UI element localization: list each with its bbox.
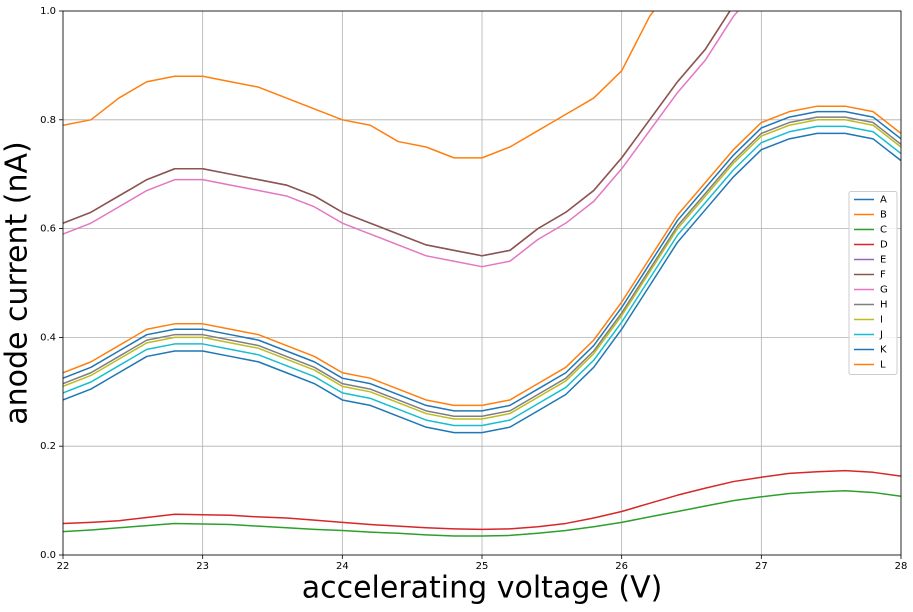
y-axis-label: anode current (nA)	[0, 141, 35, 425]
ticks: 22 23 24 25 26 27 28 0.0 0.2 0.4 0.6 0.8 1.0	[40, 6, 907, 572]
legend-label: F	[880, 270, 886, 281]
legend-box	[848, 191, 898, 375]
series-line	[63, 11, 731, 257]
x-tick-label: 24	[336, 561, 349, 572]
legend-label: D	[880, 240, 888, 251]
legend-label: H	[880, 300, 888, 311]
y-tick-label: 0.4	[40, 332, 56, 343]
series-line	[63, 110, 901, 412]
series-line	[63, 105, 901, 407]
series-line	[63, 469, 901, 531]
series-line	[63, 119, 901, 420]
y-tick-label: 0.0	[40, 550, 56, 561]
legend-label: K	[880, 345, 887, 356]
series-line	[63, 125, 901, 427]
series-line	[63, 11, 655, 159]
x-tick-label: 27	[755, 561, 768, 572]
legend-label: L	[880, 360, 886, 371]
x-axis-label: accelerating voltage (V)	[302, 571, 663, 606]
legend-label: C	[880, 225, 887, 236]
x-tick-label: 28	[895, 561, 908, 572]
y-tick-label: 0.6	[40, 224, 56, 235]
x-tick-label: 26	[615, 561, 628, 572]
legend-label: A	[880, 195, 887, 206]
y-tick-label: 1.0	[40, 6, 56, 17]
y-tick-label: 0.2	[40, 441, 56, 452]
series-line	[63, 116, 901, 418]
y-tick-label: 0.8	[40, 115, 56, 126]
legend-label: J	[879, 330, 883, 341]
legend-label: B	[880, 210, 887, 221]
legend-label: G	[880, 285, 888, 296]
legend-label: I	[880, 315, 883, 326]
x-tick-label: 23	[196, 561, 209, 572]
series-line	[63, 11, 740, 268]
series-line	[63, 132, 901, 434]
legend-label: E	[880, 255, 886, 266]
lines	[63, 11, 901, 537]
x-tick-label: 22	[57, 561, 70, 572]
x-tick-label: 25	[476, 561, 489, 572]
series-line	[63, 490, 901, 537]
